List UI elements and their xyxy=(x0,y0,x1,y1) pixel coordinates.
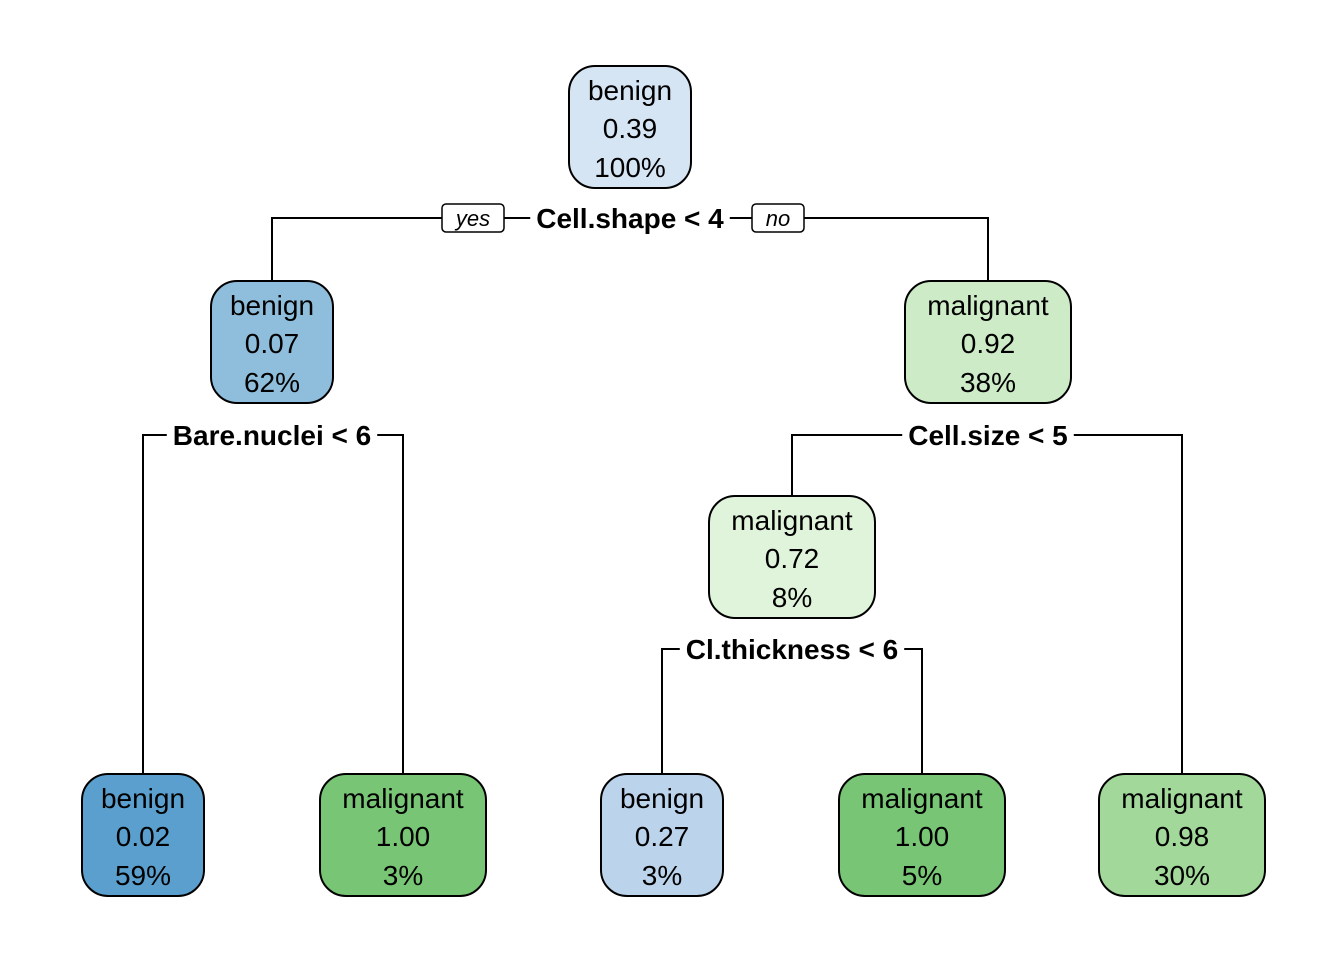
node-class-label: malignant xyxy=(342,783,464,814)
split-label: Cell.size < 5 xyxy=(908,420,1068,451)
tree-node-n3: malignant 0.92 38% xyxy=(904,280,1072,404)
split-label: Cell.shape < 4 xyxy=(536,203,724,234)
node-class-label: malignant xyxy=(927,290,1049,321)
node-box xyxy=(319,773,487,897)
yes-branch-label-box xyxy=(441,203,505,233)
no-branch-label-text: no xyxy=(766,206,790,231)
tree-edge-left xyxy=(142,434,167,774)
no-branch-label: no xyxy=(751,203,805,233)
node-box xyxy=(210,280,334,404)
node-box xyxy=(708,495,876,619)
tree-node-n2: benign 0.07 62% xyxy=(210,280,334,404)
node-box xyxy=(81,773,205,897)
node-class-label: malignant xyxy=(861,783,983,814)
node-box xyxy=(838,773,1006,897)
node-percentage: 62% xyxy=(244,367,300,398)
node-percentage: 3% xyxy=(642,860,682,891)
node-box xyxy=(904,280,1072,404)
tree-edge-left xyxy=(791,434,903,496)
node-percentage: 38% xyxy=(960,367,1016,398)
node-box xyxy=(600,773,724,897)
node-probability: 1.00 xyxy=(895,821,950,852)
node-class-label: malignant xyxy=(1121,783,1243,814)
tree-node-n7: malignant 0.98 30% xyxy=(1098,773,1266,897)
node-box xyxy=(568,65,692,189)
node-probability: 1.00 xyxy=(376,821,431,852)
node-class-label: benign xyxy=(230,290,314,321)
node-probability: 0.72 xyxy=(765,543,820,574)
node-percentage: 3% xyxy=(383,860,423,891)
node-probability: 0.07 xyxy=(245,328,300,359)
node-probability: 0.98 xyxy=(1155,821,1210,852)
tree-node-n13: malignant 1.00 5% xyxy=(838,773,1006,897)
node-percentage: 30% xyxy=(1154,860,1210,891)
node-probability: 0.92 xyxy=(961,328,1016,359)
split-label: Bare.nuclei < 6 xyxy=(173,420,371,451)
node-probability: 0.39 xyxy=(603,113,658,144)
node-percentage: 8% xyxy=(772,582,812,613)
node-probability: 0.02 xyxy=(116,821,171,852)
node-class-label: benign xyxy=(101,783,185,814)
no-branch-label-box xyxy=(751,203,805,233)
tree-edge-left xyxy=(661,648,680,774)
node-percentage: 100% xyxy=(594,152,666,183)
tree-node-n4: benign 0.02 59% xyxy=(81,773,205,897)
node-percentage: 59% xyxy=(115,860,171,891)
tree-node-root: benign 0.39 100% xyxy=(568,65,692,189)
tree-edge-right xyxy=(1073,434,1183,774)
tree-edge-right xyxy=(377,434,404,774)
tree-node-n6: malignant 0.72 8% xyxy=(708,495,876,619)
node-probability: 0.27 xyxy=(635,821,690,852)
yes-branch-label: yes xyxy=(441,203,505,233)
split-label: Cl.thickness < 6 xyxy=(686,634,898,665)
tree-edge-right xyxy=(904,648,923,774)
tree-edge-right xyxy=(729,217,989,281)
node-class-label: benign xyxy=(588,75,672,106)
node-box xyxy=(1098,773,1266,897)
node-percentage: 5% xyxy=(902,860,942,891)
tree-node-n5: malignant 1.00 3% xyxy=(319,773,487,897)
yes-branch-label-text: yes xyxy=(454,206,490,231)
node-class-label: malignant xyxy=(731,505,853,536)
node-class-label: benign xyxy=(620,783,704,814)
tree-node-n12: benign 0.27 3% xyxy=(600,773,724,897)
